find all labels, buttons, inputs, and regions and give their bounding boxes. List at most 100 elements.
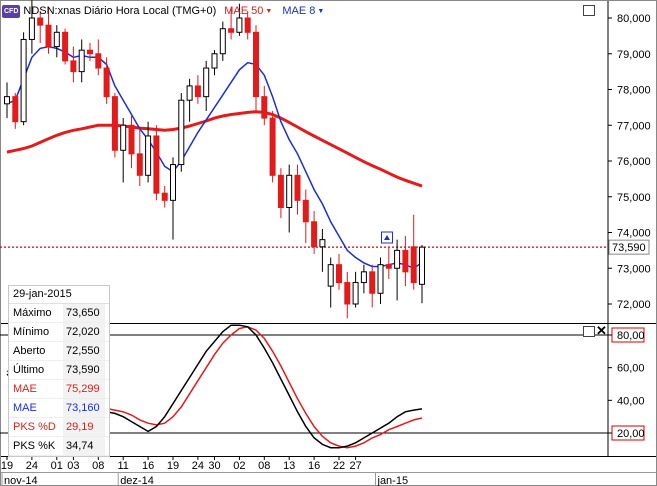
candle-body xyxy=(336,264,342,284)
x-tick-label: 22 xyxy=(333,460,345,472)
y-tick-label: 72,000 xyxy=(617,299,651,311)
x-tick-label: 02 xyxy=(233,460,245,472)
data-window-label: MAE xyxy=(13,402,37,414)
x-tick-label: 16 xyxy=(142,460,154,472)
osc-y-tick-label: 60,00 xyxy=(617,363,645,375)
data-window-row: Último 73,590 xyxy=(9,361,109,380)
data-window-label: Máximo xyxy=(13,307,52,319)
maximize-indicator-pane-button[interactable] xyxy=(583,326,595,337)
candle-body xyxy=(344,282,351,305)
candle-body xyxy=(95,53,102,69)
candle-body xyxy=(28,17,35,40)
candle-body xyxy=(369,271,376,294)
candle-body xyxy=(327,264,334,287)
candle-body xyxy=(311,221,318,248)
candle-body xyxy=(4,96,10,105)
candle-body xyxy=(269,117,276,176)
data-window-row: Aberto 72,550 xyxy=(9,342,109,361)
candle-body xyxy=(352,282,359,305)
candle-body xyxy=(78,49,85,73)
candle-body xyxy=(186,85,193,101)
osc-y-tick-label: 40,00 xyxy=(617,395,645,407)
dropdown-arrow-icon: ▼ xyxy=(265,8,273,15)
month-label: jan-15 xyxy=(377,475,409,486)
x-tick-label: 24 xyxy=(192,460,204,472)
data-window-row: MAE 75,299 xyxy=(9,380,109,399)
data-window-value: 73,590 xyxy=(63,361,105,379)
y-tick-label: 80,000 xyxy=(617,13,651,25)
candle-body xyxy=(128,124,135,155)
candle-body xyxy=(12,96,19,123)
x-tick-label: 01 xyxy=(51,460,63,472)
candle-body xyxy=(286,174,293,208)
candle-body xyxy=(385,264,392,269)
osc-y-tick-label: 80,00 xyxy=(617,330,645,342)
x-tick-label: 30 xyxy=(208,460,220,472)
cfd-badge: CFD xyxy=(2,4,21,18)
x-tick-label: 16 xyxy=(308,460,320,472)
mae50-label: MAE 50 xyxy=(224,5,264,17)
x-tick-label: 11 xyxy=(117,460,128,472)
chart-header: CFD NDSN:xnas Diário Hora Local (TMG+0) … xyxy=(2,3,324,19)
candle-body xyxy=(53,31,60,48)
mae8-label: MAE 8 xyxy=(282,5,316,17)
last-price-box xyxy=(608,239,650,255)
candle-body xyxy=(70,60,77,73)
data-window: 29-jan-2015 Máximo 73,650 Mínimo 72,020 Aber… xyxy=(8,285,110,457)
event-marker-triangle xyxy=(384,235,390,240)
data-window-row: Máximo 73,650 xyxy=(9,304,109,323)
candle-body xyxy=(111,96,118,151)
data-window-value: 75,299 xyxy=(63,380,105,398)
candle-body xyxy=(294,174,301,201)
data-window-label: Mínimo xyxy=(13,326,50,338)
y-tick-label: 77,000 xyxy=(617,120,651,132)
candle-body xyxy=(62,31,69,62)
dropdown-arrow-icon: ▼ xyxy=(317,8,325,15)
x-tick-label: 19 xyxy=(1,460,13,472)
y-tick-label: 75,000 xyxy=(617,192,651,204)
data-window-label: PKS %K xyxy=(13,440,56,452)
mae50-legend[interactable]: MAE 50 ▼ xyxy=(224,5,272,17)
maximize-pane-button[interactable] xyxy=(583,5,595,16)
instrument-title[interactable]: NDSN:xnas Diário Hora Local (TMG+0) xyxy=(23,5,217,17)
candle-body xyxy=(419,246,425,285)
data-window-value: 34,74 xyxy=(63,437,105,455)
data-window-label: Último xyxy=(13,364,45,376)
x-tick-label: 13 xyxy=(283,460,295,472)
candle-body xyxy=(145,135,152,176)
y-tick-label: 73,000 xyxy=(617,263,651,275)
data-window-date: 29-jan-2015 xyxy=(9,286,109,304)
candle-body xyxy=(394,249,401,269)
data-window-value: 72,550 xyxy=(63,342,105,360)
candle-body xyxy=(136,153,143,176)
data-window-row: Mínimo 72,020 xyxy=(9,323,109,342)
month-label: dez-14 xyxy=(120,475,154,486)
candle-body xyxy=(253,31,259,98)
candle-body xyxy=(219,28,226,55)
candle-body xyxy=(377,264,384,294)
candle-body xyxy=(37,17,44,26)
candle-body xyxy=(203,67,210,98)
x-tick-label: 27 xyxy=(349,460,361,472)
candle-body xyxy=(170,164,176,201)
mae8-legend[interactable]: MAE 8 ▼ xyxy=(282,5,324,17)
candle-body xyxy=(228,28,235,33)
candle-body xyxy=(194,85,201,98)
candle-body xyxy=(161,192,168,201)
month-label: nov-14 xyxy=(4,475,38,486)
data-window-value: 73,160 xyxy=(63,399,105,417)
x-tick-label: 24 xyxy=(26,460,38,472)
data-window-value: 73,650 xyxy=(63,304,105,322)
candle-body xyxy=(178,99,185,166)
close-indicator-button[interactable]: ✕ xyxy=(596,323,607,338)
candle-body xyxy=(45,24,52,48)
candle-body xyxy=(402,249,409,273)
data-window-row: PKS %D 29,19 xyxy=(9,418,109,437)
x-tick-label: 19 xyxy=(167,460,179,472)
last-price-label: 73,590 xyxy=(612,242,646,254)
candle-body xyxy=(236,17,243,33)
y-tick-label: 74,000 xyxy=(617,228,651,240)
data-window-row: MAE 73,160 xyxy=(9,399,109,418)
data-window-value: 29,19 xyxy=(63,418,105,436)
mae50-line xyxy=(6,110,423,188)
